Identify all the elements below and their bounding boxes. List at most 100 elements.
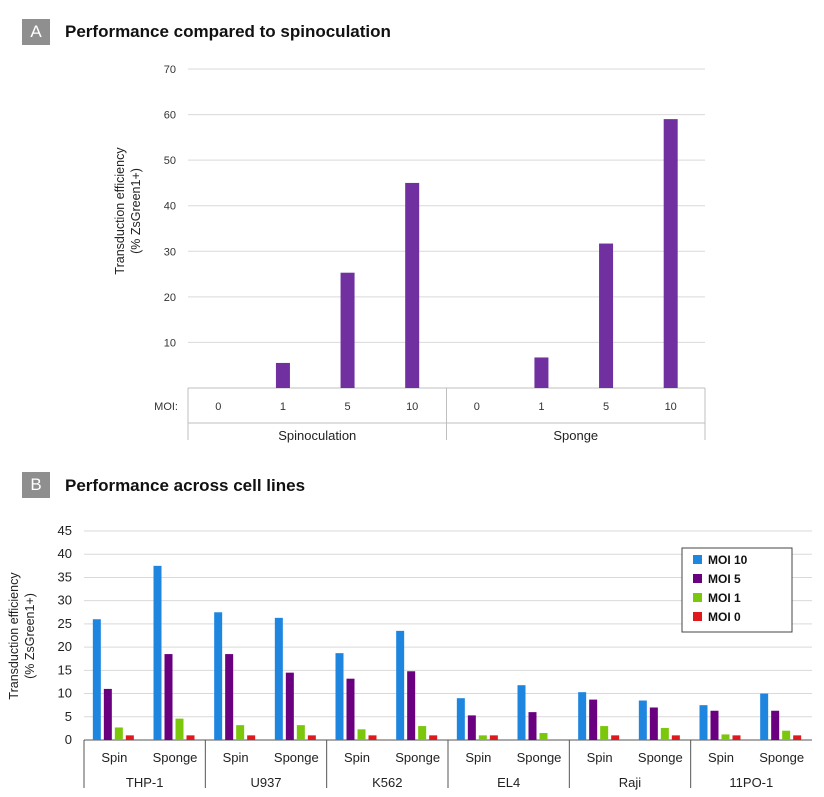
y-tick-label: 40 (164, 201, 176, 213)
bar (335, 653, 344, 740)
legend-label: MOI 5 (708, 572, 741, 586)
x-tick-label: Sponge (759, 750, 804, 765)
bar (600, 726, 609, 740)
bar (456, 698, 465, 740)
bar (710, 710, 719, 740)
x-tick-label: Spin (708, 750, 734, 765)
y-tick-label: 20 (58, 639, 72, 654)
bar (760, 693, 769, 740)
legend: MOI 10 MOI 5 MOI 1 MOI 0 (681, 547, 793, 633)
y-tick-label: 30 (58, 593, 72, 608)
bar (418, 726, 427, 740)
bar (153, 565, 162, 740)
x-tick-label: 10 (406, 401, 418, 413)
group-label: K562 (372, 775, 402, 790)
bar (599, 243, 614, 388)
y-tick-label: 60 (164, 110, 176, 122)
bar (275, 362, 290, 388)
y-tick-label: 35 (58, 569, 72, 584)
bar (671, 735, 680, 740)
legend-label: MOI 1 (708, 591, 741, 605)
y-tick-label: 30 (164, 246, 176, 258)
legend-label: MOI 10 (708, 553, 748, 567)
x-tick-label: 5 (603, 401, 609, 413)
bar (663, 119, 678, 388)
y-tick-label: 40 (58, 546, 72, 561)
bar (92, 619, 101, 740)
legend-swatch (693, 593, 702, 602)
legend-swatch (693, 612, 702, 621)
legend-label: MOI 0 (708, 610, 741, 624)
group-label: Sponge (553, 428, 598, 443)
bar (307, 735, 316, 740)
bar (274, 617, 283, 740)
x-tick-label: Spin (101, 750, 127, 765)
bar (285, 672, 294, 740)
bar (638, 700, 647, 740)
x-tick-label: 1 (538, 401, 544, 413)
bar (699, 705, 708, 740)
bar (236, 725, 245, 740)
x-tick-label: Sponge (638, 750, 683, 765)
panel-b-label: B (22, 472, 50, 498)
bar (660, 727, 669, 740)
bar (175, 718, 184, 740)
bar (732, 735, 741, 740)
bar (793, 735, 802, 740)
legend-swatch (693, 555, 702, 564)
group-label: EL4 (497, 775, 520, 790)
bar (125, 735, 134, 740)
y-tick-label: 15 (58, 662, 72, 677)
bar (782, 730, 791, 740)
bar (489, 735, 498, 740)
legend-swatch (693, 574, 702, 583)
bar (214, 612, 223, 740)
y-axis-label: Transduction efficiency (% ZsGreen1+) (113, 147, 143, 275)
y-axis-label-line: Transduction efficiency (113, 147, 127, 275)
x-tick-label: Sponge (395, 750, 440, 765)
group-label: Raji (619, 775, 642, 790)
x-tick-label: Spin (465, 750, 491, 765)
moi-label: MOI: (154, 401, 178, 413)
y-axis-label-line: Transduction efficiency (7, 572, 21, 700)
group-label: Spinoculation (278, 428, 356, 443)
x-tick-label: Sponge (153, 750, 198, 765)
bar (534, 357, 549, 388)
y-tick-label: 10 (164, 337, 176, 349)
x-tick-label: 0 (474, 401, 480, 413)
group-label: THP-1 (126, 775, 164, 790)
bar (396, 630, 405, 740)
y-tick-label: 20 (164, 292, 176, 304)
bar (368, 735, 377, 740)
bar (467, 715, 476, 740)
bar (478, 735, 487, 740)
bar (539, 733, 548, 740)
x-tick-label: Spin (344, 750, 370, 765)
bar (164, 654, 173, 740)
bar (578, 692, 587, 740)
bar (186, 735, 195, 740)
group-label: 11PO-1 (729, 775, 773, 790)
bar (103, 688, 112, 740)
y-tick-label: 10 (58, 686, 72, 701)
bar (721, 734, 730, 740)
bar (407, 671, 416, 740)
x-tick-label: 1 (280, 401, 286, 413)
bar (517, 685, 526, 740)
x-tick-label: 0 (215, 401, 221, 413)
y-tick-label: 50 (164, 155, 176, 167)
x-tick-label: Sponge (274, 750, 319, 765)
y-tick-label: 45 (58, 523, 72, 538)
x-tick-label: 10 (665, 401, 677, 413)
y-tick-label: 25 (58, 616, 72, 631)
bar (429, 735, 438, 740)
bar (225, 654, 234, 740)
panel-a-label: A (22, 19, 50, 45)
bar (589, 699, 598, 740)
x-tick-label: Sponge (517, 750, 562, 765)
y-axis-label-line: (% ZsGreen1+) (129, 168, 143, 254)
y-axis-label-line: (% ZsGreen1+) (23, 593, 37, 679)
bar (357, 729, 366, 740)
bar (611, 735, 620, 740)
